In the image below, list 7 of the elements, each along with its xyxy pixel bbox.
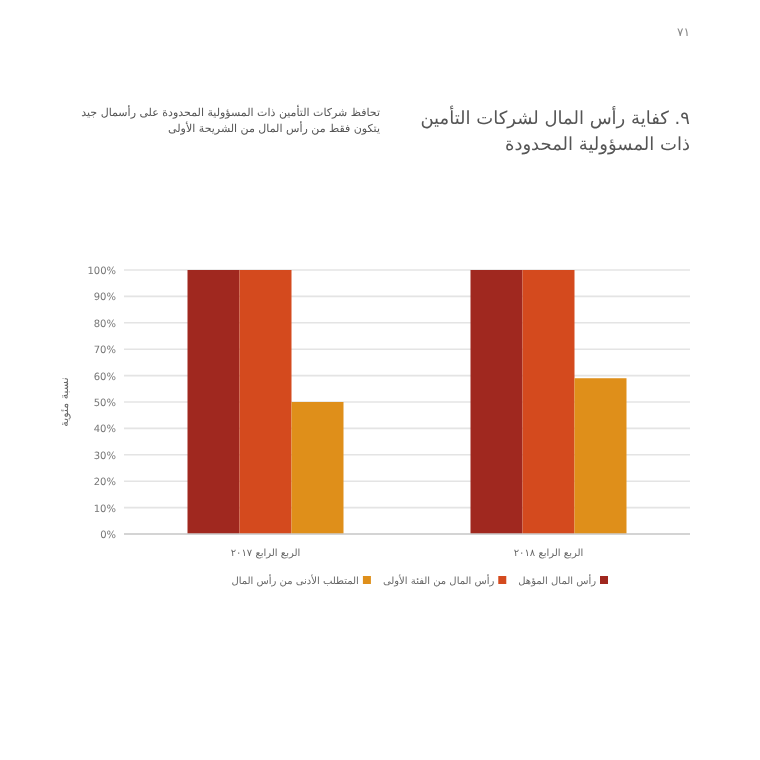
bar [522,270,575,534]
title: ٩. كفاية رأس المال لشركات التأمين ذات المسؤولية المحدودة [420,110,690,156]
bar [239,270,292,534]
bar [291,402,344,534]
bar [187,270,240,534]
bar [574,378,627,534]
bar [470,270,523,534]
